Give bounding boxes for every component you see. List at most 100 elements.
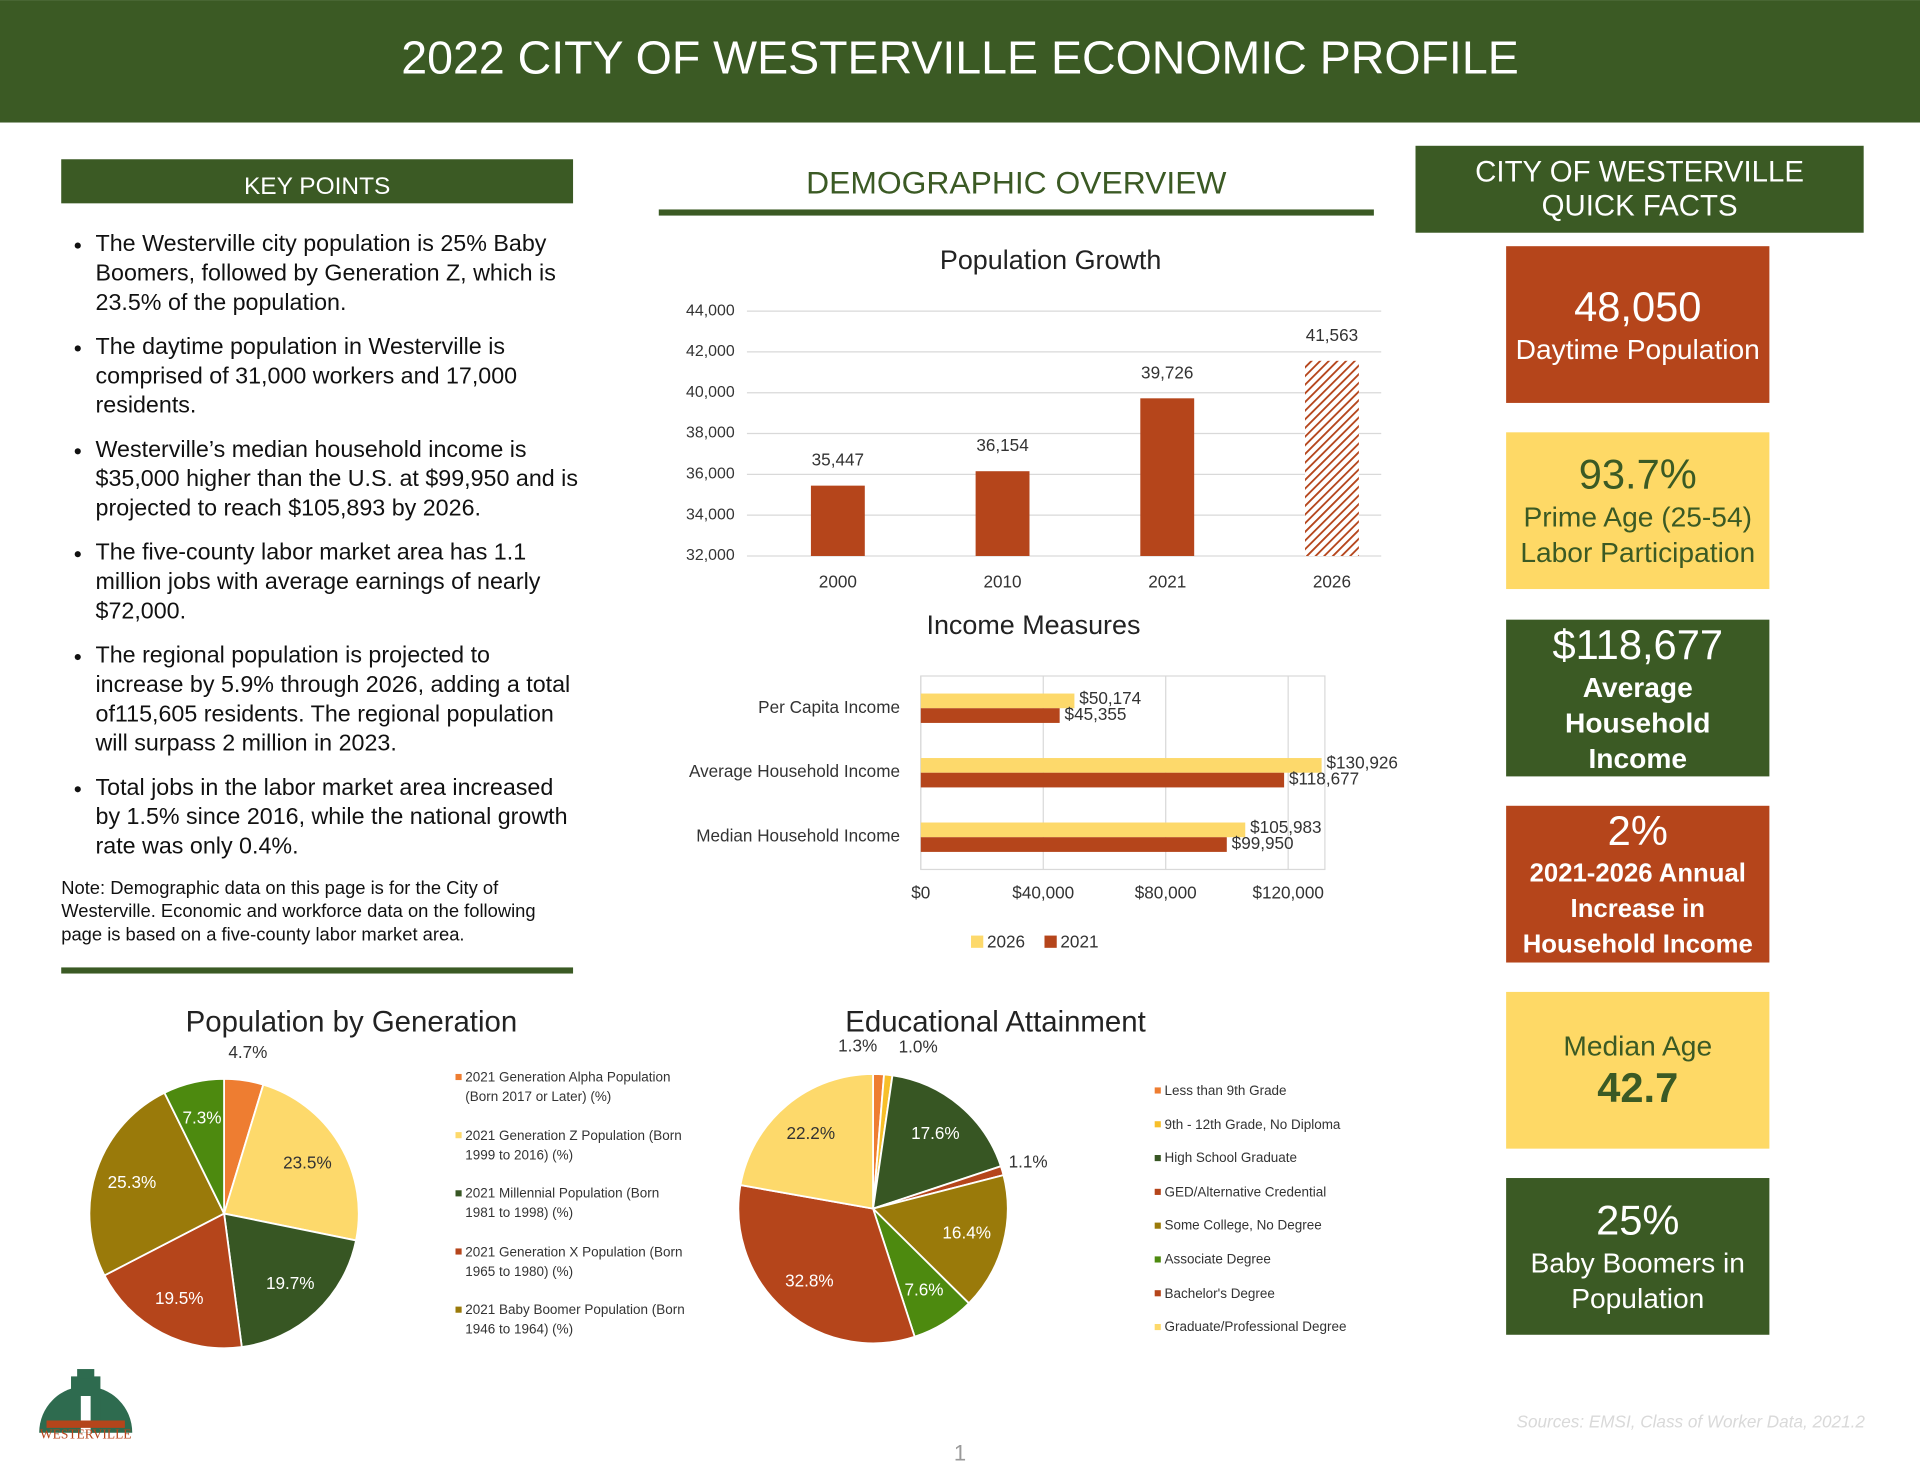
- category-label: Per Capita Income: [758, 697, 900, 717]
- bar: [975, 471, 1030, 556]
- fact-wrap: 25% Baby Boomers in Population: [1506, 1178, 1769, 1335]
- y-tick-label: 38,000: [686, 425, 735, 442]
- fact-content: 2%2021-2026 Annual Increase in Household…: [1506, 806, 1769, 963]
- value-label: 1.0%: [899, 1037, 938, 1057]
- fact-box: [1506, 432, 1770, 590]
- y-tick-label: 44,000: [686, 302, 735, 319]
- bar: [920, 772, 1285, 788]
- bar: [920, 708, 1060, 723]
- key-points-heading: KEY POINTS: [244, 173, 390, 200]
- value-label: 1.1%: [1009, 1152, 1048, 1172]
- legend-item: 2021 Baby Boomer Population (Born 1946 t…: [465, 1302, 685, 1338]
- legend-label: Associate Degree: [1164, 1252, 1271, 1268]
- fact-box: [1506, 246, 1770, 403]
- legend-swatch: [1154, 1290, 1161, 1297]
- legend-label: 2021 Generation Z Population (Born 1999 …: [465, 1128, 682, 1163]
- legend-item: 2021 Generation X Population (Born 1965 …: [465, 1244, 683, 1280]
- value-label: 32.8%: [785, 1270, 834, 1290]
- bar: [920, 758, 1322, 773]
- value-label: 16.4%: [942, 1222, 991, 1242]
- value-label: $99,950: [1232, 833, 1294, 853]
- quick-facts-heading: CITY OF WESTERVILLE QUICK FACTS: [1475, 154, 1804, 223]
- y-tick-label: 40,000: [686, 384, 735, 401]
- bullet-list: The Westerville city population is 25% B…: [61, 230, 581, 862]
- value-label: 36,154: [976, 435, 1029, 455]
- bar: [920, 822, 1246, 838]
- y-tick-label: 32,000: [686, 547, 735, 564]
- legend-label: 2021 Baby Boomer Population (Born 1946 t…: [465, 1302, 685, 1338]
- key-point: Westerville’s median household income is…: [96, 436, 582, 524]
- pie-slice: [103, 1212, 243, 1350]
- legend-label: Less than 9th Grade: [1164, 1083, 1287, 1099]
- key-points-list: The Westerville city population is 25% B…: [61, 230, 581, 867]
- value-label: $130,926: [1327, 753, 1398, 773]
- x-tick-label: $40,000: [1012, 882, 1074, 902]
- legend-item: Graduate/Professional Degree: [1164, 1320, 1346, 1335]
- value-label: 19.5%: [155, 1288, 204, 1308]
- legend-swatch: [455, 1306, 462, 1313]
- legend-label: 2021 Generation Alpha Population (Born 2…: [465, 1070, 671, 1105]
- pie-slice: [163, 1077, 225, 1214]
- value-label: $118,677: [1289, 769, 1359, 789]
- bar: [810, 485, 865, 556]
- fact-box: [1506, 805, 1770, 963]
- page-number: 1: [954, 1441, 966, 1466]
- chart-title: Income Measures: [926, 610, 1140, 640]
- fact-wrap: 93.7% Prime Age (25-54) Labor Participati…: [1506, 432, 1769, 589]
- value-label: 1.3%: [838, 1036, 877, 1056]
- x-tick-label: 2000: [819, 571, 857, 591]
- legend-item: Less than 9th Grade: [1164, 1083, 1287, 1099]
- legend-swatch: [455, 1132, 462, 1139]
- value-label: 25.3%: [108, 1172, 157, 1192]
- fact-content: 25%Baby Boomers in Population: [1506, 1178, 1769, 1335]
- chart-title: Population by Generation: [186, 1006, 518, 1039]
- fact-wrap: 2% 2021-2026 Annual Increase in Household…: [1506, 806, 1769, 963]
- x-tick-label: 2026: [1313, 571, 1351, 591]
- key-point: The daytime population in Westerville is…: [96, 333, 582, 421]
- legend-label: 2026: [987, 931, 1025, 951]
- page-title: 2022 CITY OF WESTERVILLE ECONOMIC PROFIL…: [401, 32, 1519, 84]
- logo-text: WESTERVILLE: [40, 1426, 132, 1441]
- pie-slice: [737, 1184, 916, 1345]
- fact-box: [1506, 1178, 1770, 1335]
- legend-swatch: [455, 1248, 462, 1255]
- fact-box: [1506, 991, 1770, 1149]
- key-point: The regional population is projected to …: [96, 642, 582, 760]
- x-tick-label: $80,000: [1135, 882, 1197, 902]
- key-point: The Westerville city population is 25% B…: [96, 230, 582, 318]
- legend-item: 2021 Millennial Population (Born 1981 to…: [465, 1187, 659, 1221]
- legend-item: Some College, No Degree: [1164, 1218, 1322, 1234]
- fact-box: [1506, 619, 1770, 777]
- pie-slice: [871, 1174, 1009, 1305]
- legend-swatch: [1044, 935, 1057, 948]
- legend-swatch: [1154, 1121, 1161, 1128]
- pie-slice: [88, 1091, 226, 1277]
- legend-label: High School Graduate: [1164, 1151, 1298, 1167]
- value-label: 4.7%: [228, 1042, 267, 1062]
- category-label: Median Household Income: [696, 826, 900, 846]
- legend-label: Some College, No Degree: [1164, 1218, 1322, 1234]
- pie-slice: [222, 1083, 360, 1242]
- value-label: 19.7%: [266, 1273, 315, 1293]
- section-heading: DEMOGRAPHIC OVERVIEW: [806, 164, 1226, 200]
- bar: [1140, 398, 1195, 556]
- sources: Sources: EMSI, Class of Worker Data, 202…: [1517, 1411, 1866, 1431]
- fact-value: 93.7%: [1578, 451, 1697, 499]
- fact-label: Average Household Income: [1564, 670, 1711, 774]
- y-tick-label: 36,000: [686, 466, 735, 483]
- value-label: $45,355: [1065, 704, 1127, 724]
- fact-content: 93.7%Prime Age (25-54) Labor Participati…: [1506, 432, 1769, 589]
- legend-swatch: [1154, 1323, 1161, 1331]
- pie-slice: [739, 1073, 874, 1210]
- legend-swatch: [1154, 1188, 1161, 1195]
- pie-slice: [871, 1074, 1003, 1210]
- legend-swatch: [1154, 1155, 1161, 1162]
- fact-value: 2%: [1607, 807, 1668, 855]
- key-point: The five-county labor market area has 1.…: [96, 539, 582, 627]
- heading-wrap: CITY OF WESTERVILLE QUICK FACTS: [1416, 146, 1864, 233]
- legend-swatch: [1154, 1256, 1161, 1263]
- legend-label: 2021 Generation X Population (Born 1965 …: [465, 1244, 683, 1280]
